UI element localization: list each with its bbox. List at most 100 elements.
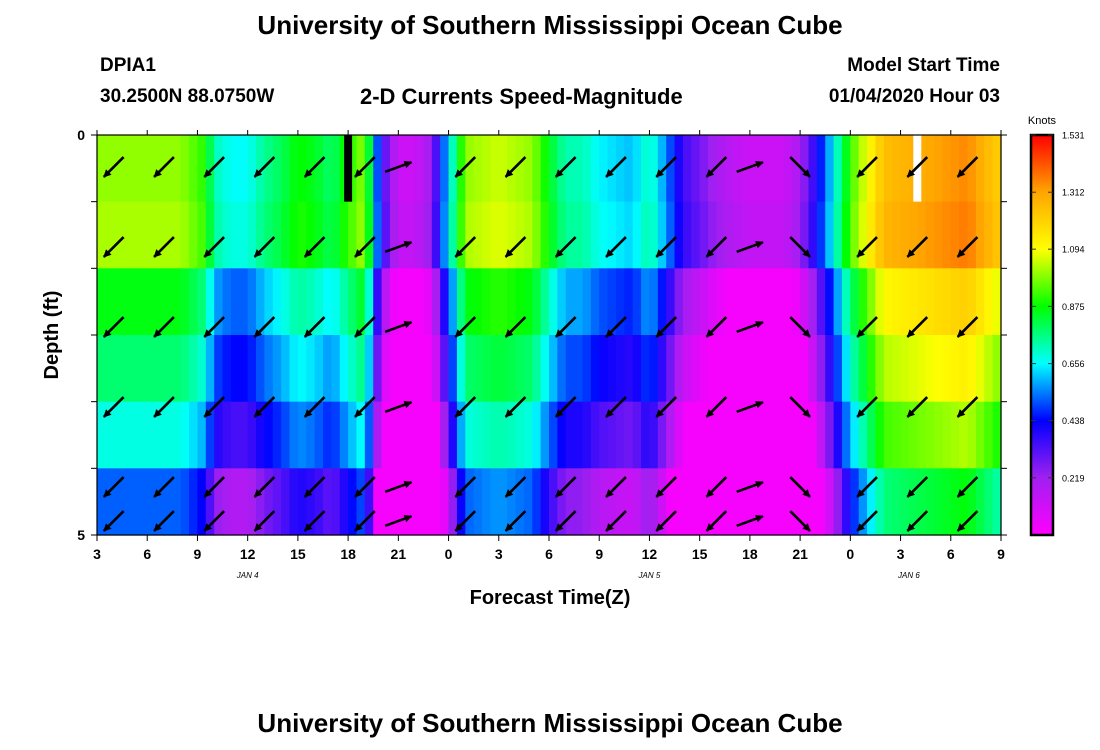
heatmap-cell [389,335,399,403]
heatmap-cell [515,401,525,469]
heatmap-cell [783,268,793,336]
heatmap-cell [984,401,994,469]
heatmap-cell [205,468,215,536]
heatmap-cell [172,135,182,203]
current-arrow [504,510,527,532]
heatmap-cell [599,135,609,203]
heatmap-cell [456,135,466,203]
current-arrow [253,236,276,258]
heatmap-cell [557,268,567,336]
heatmap-cell [482,268,492,336]
heatmap-cell [440,135,450,203]
heatmap-cell [515,201,525,269]
heatmap-cell [448,135,458,203]
heatmap-cell [791,268,801,336]
current-arrow [906,316,929,338]
heatmap-cell [724,201,734,269]
heatmap-cell [306,335,316,403]
heatmap-cell [356,335,366,403]
heatmap-cell [431,335,441,403]
heatmap-cell [758,201,768,269]
heatmap-cell [306,201,316,269]
x-tick-label: 12 [642,546,658,562]
x-tick-label: 3 [93,546,101,562]
heatmap-cell [281,201,291,269]
heatmap-cell [892,468,902,536]
heatmap-cell [507,201,517,269]
heatmap-cell [314,335,324,403]
heatmap-cell [624,401,634,469]
heatmap-cell [281,135,291,203]
heatmap-cell [959,201,969,269]
heatmap-cell [465,335,475,403]
heatmap-cell [105,201,115,269]
heatmap-cell [758,468,768,536]
heatmap-cell [507,335,517,403]
heatmap-cell [582,268,592,336]
heatmap-cell [122,201,132,269]
heatmap-cell [699,468,709,536]
heatmap-cell [984,201,994,269]
heatmap-cell [532,268,542,336]
heatmap-cell [749,335,759,403]
heatmap-cell [992,201,1002,269]
heatmap-cell [163,335,173,403]
heatmap-cell [649,201,659,269]
current-arrow [736,320,764,334]
heatmap-cell [264,268,274,336]
colorbar-unit: Knots [1028,115,1057,127]
heatmap-cell [841,268,851,336]
heatmap-cell [632,201,642,269]
heatmap-cell [356,268,366,336]
heatmap-cell [389,468,399,536]
heatmap-cell [850,335,860,403]
heatmap-cell [833,335,843,403]
main-title: University of Southern Mississippi Ocean… [257,10,843,40]
current-arrow [253,156,276,178]
heatmap-cell [858,201,868,269]
heatmap-cell [674,468,684,536]
heatmap-cell [908,468,918,536]
current-arrow [906,510,929,532]
heatmap-cell [716,335,726,403]
heatmap-cell [900,468,910,536]
colorbar-tick-label: 0.875 [1062,302,1085,312]
heatmap-cell [222,135,232,203]
heatmap-cell [825,401,835,469]
heatmap-cell [942,468,952,536]
heatmap-cell [247,201,257,269]
heatmap-cell [649,468,659,536]
heatmap-cell [415,401,425,469]
heatmap-cell [775,401,784,469]
heatmap-cell [791,201,801,269]
heatmap-cell [356,401,366,469]
heatmap-cell [942,268,952,336]
heatmap-cell [364,468,374,536]
heatmap-cell [975,135,985,203]
heatmap-cell [783,468,793,536]
current-arrow [354,476,376,498]
x-tick-label: 15 [692,546,708,562]
heatmap-cell [406,335,416,403]
heatmap-cell [925,335,935,403]
heatmap-cell [900,201,910,269]
heatmap-cell [808,268,818,336]
heatmap-cell [582,335,592,403]
heatmap-cell [582,201,592,269]
current-arrow [655,156,678,178]
heatmap-cell [816,268,826,336]
heatmap-cell [900,335,910,403]
heatmap-cell [833,135,843,203]
heatmap-cell [800,335,810,403]
heatmap-cell [507,135,517,203]
heatmap-cell [992,268,1002,336]
heatmap-cell [724,335,734,403]
current-arrow [789,510,811,532]
heatmap-cell [147,468,157,536]
heatmap-cell [415,468,425,536]
heatmap-cell [155,135,165,203]
heatmap-cell [189,335,199,403]
heatmap-cell [389,268,399,336]
heatmap-cell [172,401,182,469]
heatmap-cell [406,268,416,336]
